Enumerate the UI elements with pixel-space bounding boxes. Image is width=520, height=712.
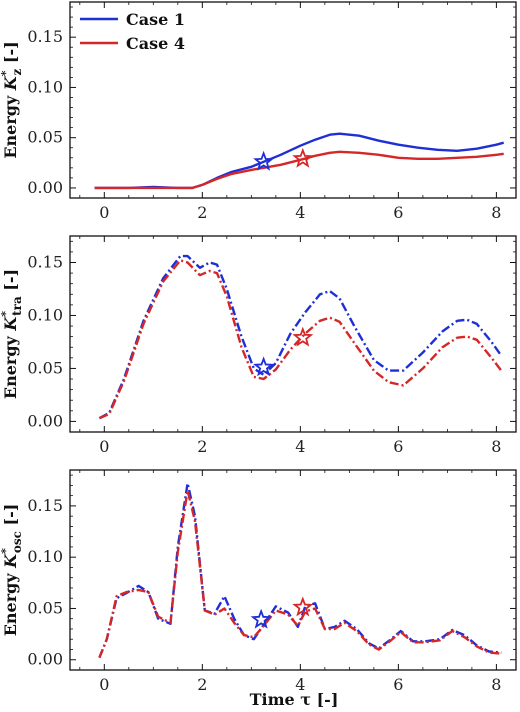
x-tick-label: 6 [393, 437, 403, 456]
series-line-case-1 [98, 482, 502, 659]
star-marker-case-1 [253, 150, 275, 171]
star-marker-case-4 [292, 326, 314, 347]
x-tick-label: 0 [99, 437, 109, 456]
series-line-case-1 [98, 254, 503, 420]
y-axis-label: Energy K*tra [-] [0, 269, 24, 399]
x-axis-label: Time τ [-] [250, 690, 339, 709]
y-tick-label: 0.15 [27, 252, 63, 271]
y-tick-label: 0.00 [27, 411, 63, 430]
legend-label-case1: Case 1 [126, 10, 185, 29]
axes-frame [69, 469, 517, 671]
y-tick-label: 0.05 [27, 598, 63, 617]
star-marker-case-1 [250, 608, 272, 629]
x-tick-label: 8 [491, 437, 501, 456]
x-tick-label: 6 [393, 675, 403, 694]
legend: Case 1 Case 4 [80, 10, 185, 53]
x-tick-label: 2 [197, 437, 207, 456]
star-marker-case-4 [292, 147, 314, 168]
x-tick-label: 8 [491, 203, 501, 222]
axes-frame [69, 235, 517, 433]
axes-frame [69, 1, 517, 199]
x-tick-label: 0 [99, 203, 109, 222]
y-tick-label: 0.15 [27, 27, 63, 46]
y-tick-label: 0.00 [27, 178, 63, 197]
y-tick-label: 0.10 [27, 305, 63, 324]
star-marker-case-4 [292, 596, 314, 617]
y-axis-label: Energy K*osc [-] [0, 504, 24, 637]
legend-label-case4: Case 4 [126, 34, 185, 53]
series-line-case-4 [94, 150, 504, 190]
x-tick-label: 2 [197, 203, 207, 222]
series-line-case-4 [98, 489, 502, 659]
x-tick-label: 4 [295, 203, 305, 222]
y-tick-label: 0.10 [27, 547, 63, 566]
y-tick-label: 0.05 [27, 128, 63, 147]
star-marker-case-1 [253, 356, 275, 377]
y-tick-label: 0.15 [27, 496, 63, 515]
x-tick-label: 6 [393, 203, 403, 222]
y-tick-label: 0.00 [27, 650, 63, 669]
y-axis-label: Energy K*z [-] [0, 41, 24, 158]
y-tick-label: 0.05 [27, 358, 63, 377]
x-tick-label: 0 [99, 675, 109, 694]
x-tick-label: 4 [295, 437, 305, 456]
x-tick-label: 8 [491, 675, 501, 694]
series-line-case-4 [98, 259, 503, 420]
x-tick-label: 2 [197, 675, 207, 694]
y-tick-label: 0.10 [27, 77, 63, 96]
x-tick-label: 4 [295, 675, 305, 694]
